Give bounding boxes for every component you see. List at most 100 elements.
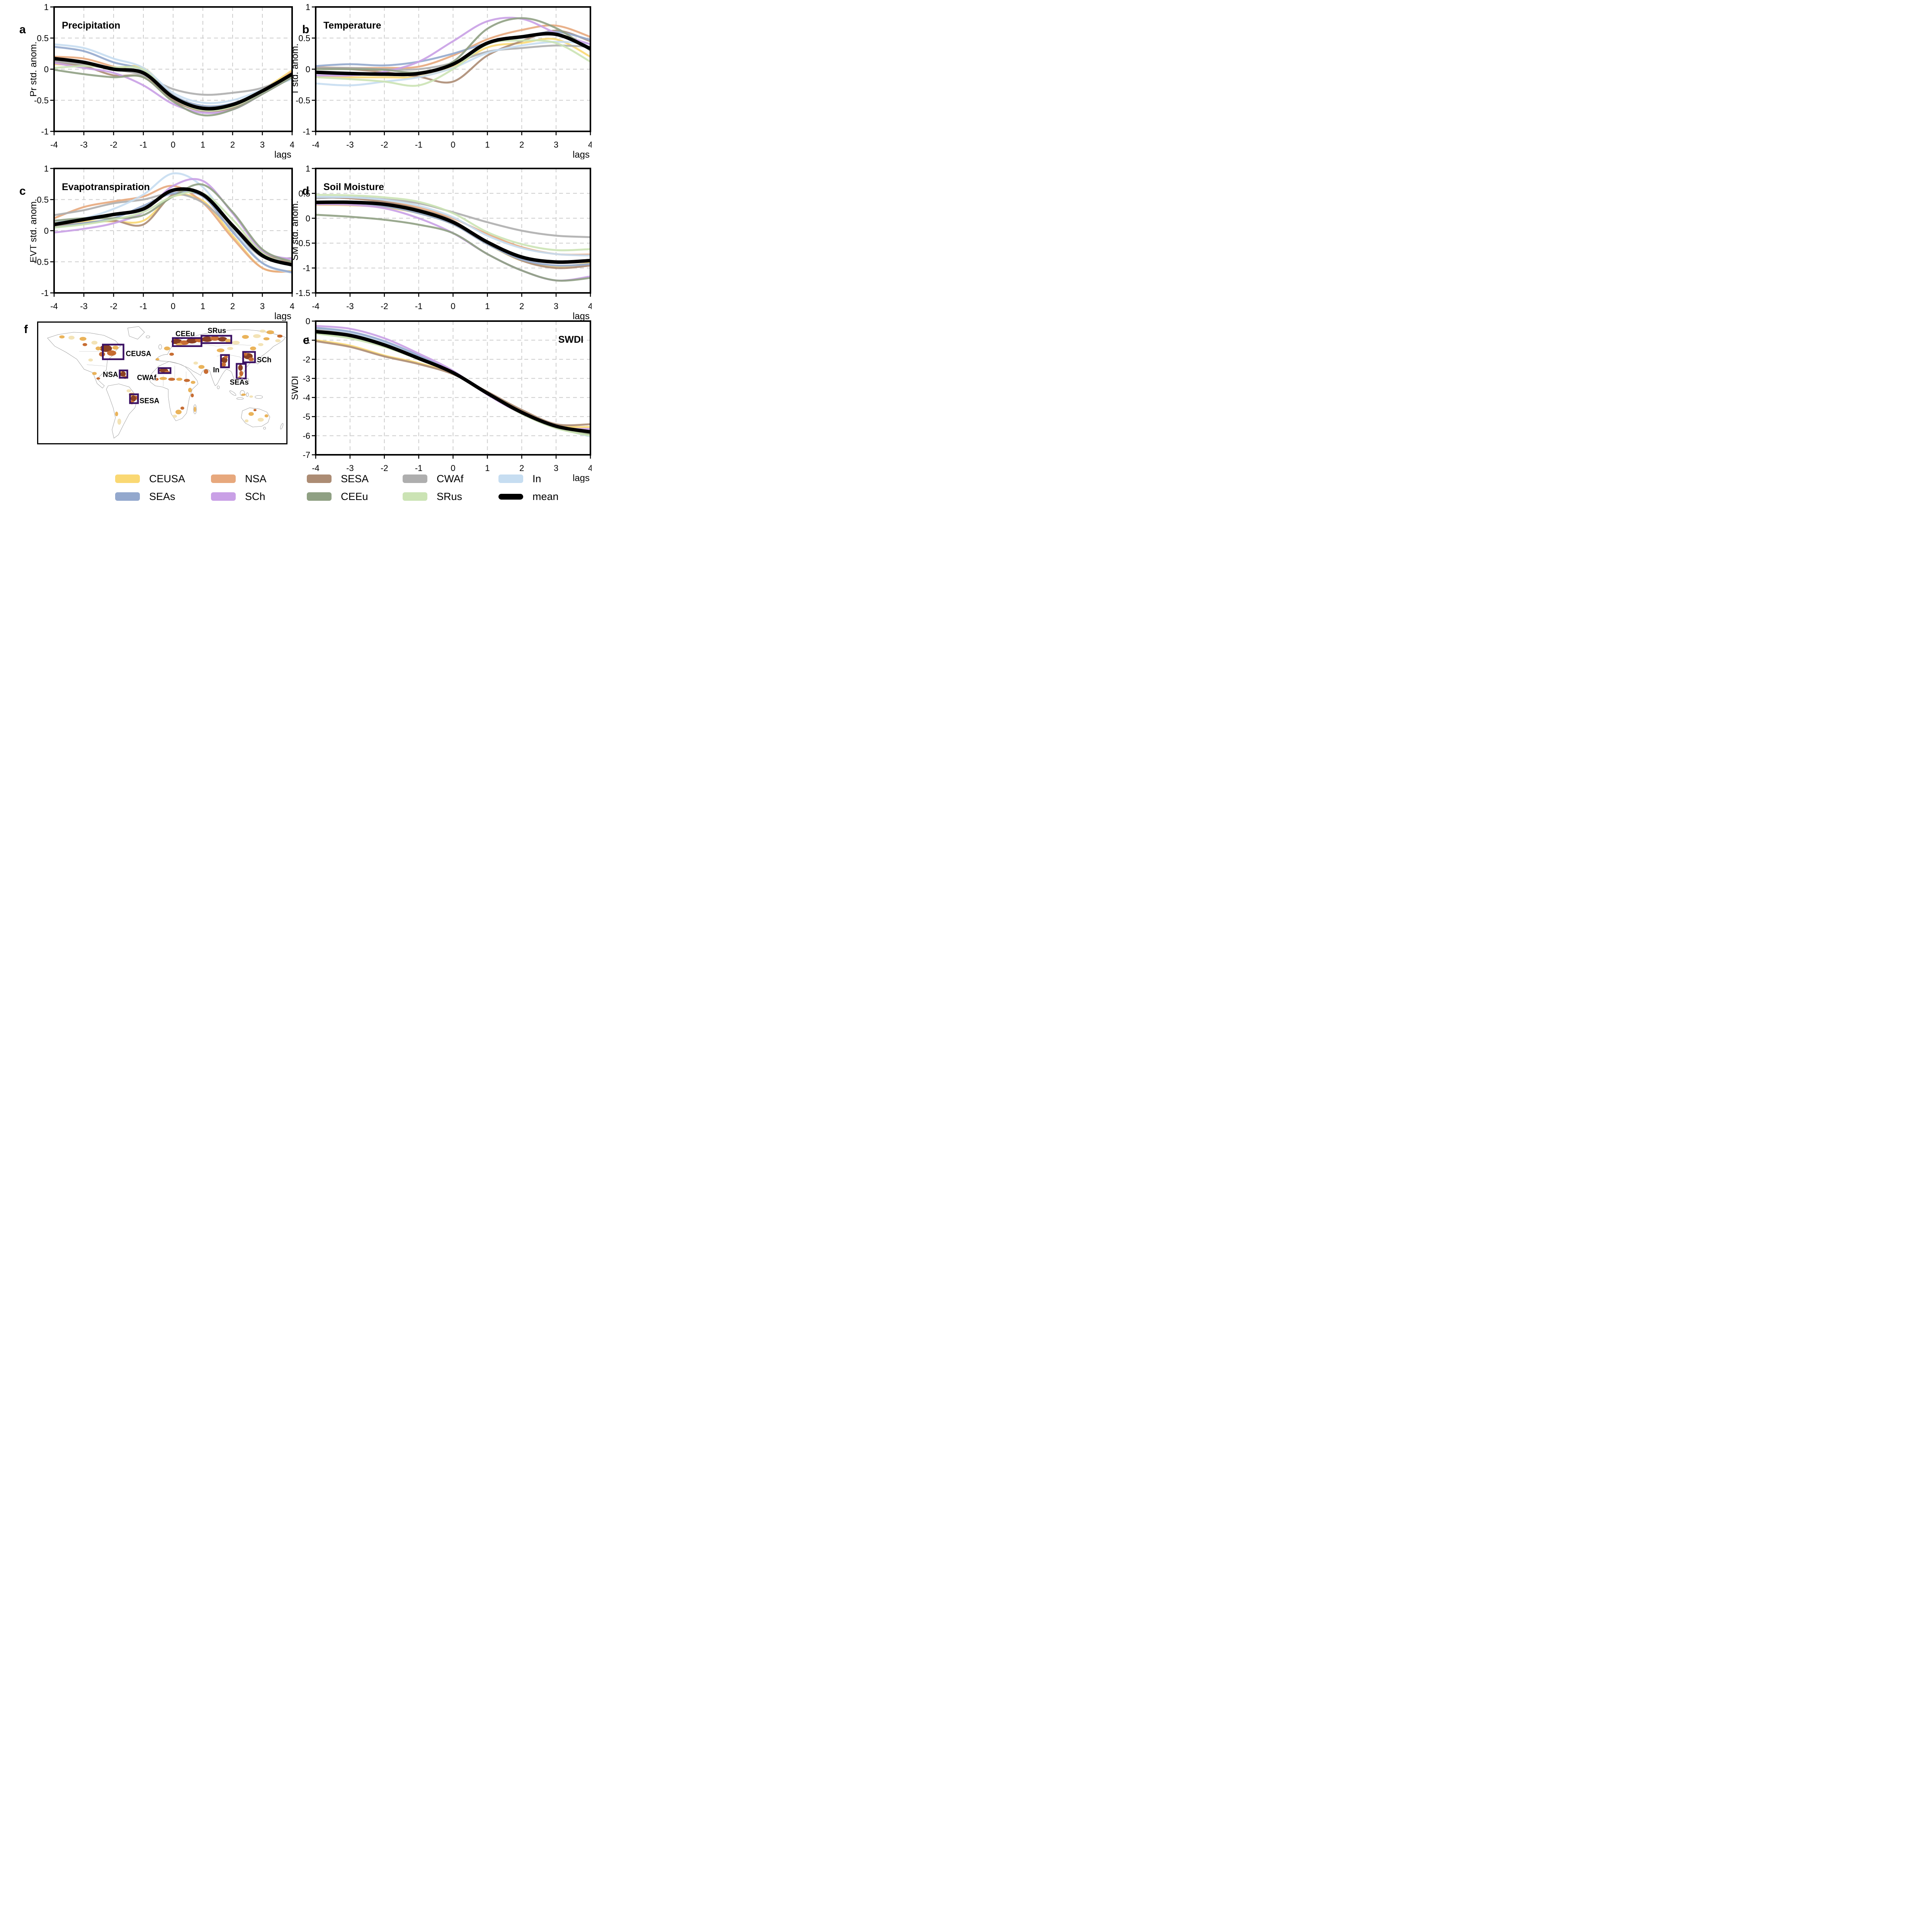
y-tick-label: -6 (303, 431, 310, 441)
x-tick-label: 4 (588, 301, 592, 311)
continent-australia (241, 407, 270, 427)
y-tick-label: 1 (306, 164, 310, 173)
island-tasmania (263, 427, 266, 430)
y-tick-label: -7 (303, 450, 310, 460)
series-line-SRus (316, 194, 590, 252)
x-tick-label: -1 (415, 463, 423, 473)
legend-row-2: SEAs SCh CEEu SRus mean (115, 488, 592, 503)
y-axis-title: Pr std. anom. (30, 42, 39, 97)
y-axis-title: EVT std. anom. (30, 199, 39, 263)
series-line-mean (316, 32, 590, 77)
x-axis-title: lags (274, 150, 291, 159)
series-line-SRus (316, 39, 590, 87)
x-tick-label: -2 (381, 301, 388, 311)
legend-label-SEAs: SEAs (149, 490, 175, 502)
legend-swatch-mean (498, 493, 523, 500)
island-java (236, 397, 244, 400)
figure-root: -4 -3 -2 -1 0 1 2 3 4 1 0.5 0 -0.5 -1 lags Pr std. anom… (0, 0, 592, 503)
region-label-CEEu: CEEu (175, 330, 195, 338)
legend-swatch-CWAf (403, 474, 427, 483)
x-axis-title: lags (573, 473, 590, 483)
region-label-SCh: SCh (257, 356, 272, 364)
panel-d-chart: -4 -3 -2 -1 0 1 2 3 4 1 0.5 0 -0.5 -1 -1.5 lags SM std. … (290, 164, 592, 321)
x-tick-label: 0 (451, 140, 455, 150)
world-map-svg: CEUSA NSA SESA CWAf CEEu SRus In SCh SEAs (37, 321, 287, 444)
region-box-NSA (119, 369, 128, 379)
legend-label-In: In (532, 473, 541, 485)
axis-ticks-c (50, 168, 293, 297)
x-tick-label: -1 (415, 140, 423, 150)
y-tick-label: 0 (44, 226, 49, 236)
x-tick-label: 3 (260, 301, 265, 311)
series-line-In (316, 196, 590, 257)
x-tick-label: 0 (171, 301, 175, 311)
island-sumatra (229, 390, 236, 396)
region-box-SCh (242, 351, 256, 363)
panel-letter-f: f (24, 323, 28, 336)
legend-swatch-SESA (307, 474, 332, 483)
x-tick-label: 2 (519, 140, 524, 150)
x-tick-label: 1 (201, 301, 205, 311)
y-axis-title: T std. anom. (292, 44, 300, 95)
y-tick-label: -0.5 (34, 96, 49, 105)
panel-letter-d: d (302, 185, 310, 197)
legend-label-SRus: SRus (437, 490, 463, 502)
legend-item-CEUSA: CEUSA (115, 473, 211, 485)
island-newguinea (255, 395, 263, 399)
axis-labels-d: -4 -3 -2 -1 0 1 2 3 4 1 0.5 0 -0.5 -1 -1.5 lags SM std. … (290, 164, 592, 321)
x-tick-label: -4 (50, 301, 58, 311)
island-philippines (246, 378, 249, 384)
region-label-CWAf: CWAf (137, 373, 157, 381)
x-tick-label: -2 (381, 463, 388, 473)
legend-item-In: In (498, 473, 592, 485)
series-line-mean (54, 57, 292, 111)
region-box-SESA (129, 393, 139, 404)
legend-label-CEEu: CEEu (341, 490, 368, 502)
x-tick-label: 4 (588, 140, 592, 150)
legend-item-SRus: SRus (403, 491, 498, 503)
panel-c: -4 -3 -2 -1 0 1 2 3 4 1 0.5 0 -0.5 -1 lags EVT std. ano… (28, 163, 297, 323)
x-tick-label: 3 (260, 140, 265, 150)
map-panel: CEUSA NSA SESA CWAf CEEu SRus In SCh SEAs (37, 321, 287, 444)
y-tick-label: -1.5 (296, 288, 310, 298)
x-tick-label: -4 (312, 301, 320, 311)
panel-e-chart: -4 -3 -2 -1 0 1 2 3 4 0 -1 -2 -3 -4 -5 -6 -7 lags SWDI SWDI (290, 316, 592, 483)
panel-title: Soil Moisture (323, 182, 384, 192)
x-tick-label: 3 (554, 463, 558, 473)
panel-b-chart: -4 -3 -2 -1 0 1 2 3 4 1 0.5 0 -0.5 -1 lags T std. anom.… (290, 2, 592, 160)
legend-item-NSA: NSA (211, 473, 307, 485)
y-tick-label: 0 (306, 65, 310, 74)
y-tick-label: -2 (303, 355, 310, 364)
legend-item-CWAf: CWAf (403, 473, 498, 485)
legend-swatch-NSA (211, 474, 236, 483)
region-label-SEAs: SEAs (230, 378, 249, 386)
y-tick-label: -4 (303, 393, 310, 403)
region-label-SRus: SRus (207, 327, 226, 335)
legend-label-SESA: SESA (341, 473, 369, 485)
panel-a-chart: -4 -3 -2 -1 0 1 2 3 4 1 0.5 0 -0.5 -1 lags Pr std. anom… (28, 2, 294, 160)
y-tick-label: 0.5 (37, 195, 49, 205)
legend-label-SCh: SCh (245, 490, 265, 502)
panel-c-chart: -4 -3 -2 -1 0 1 2 3 4 1 0.5 0 -0.5 -1 lags EVT std. ano… (28, 164, 294, 321)
x-tick-label: -4 (312, 463, 320, 473)
panel-a: -4 -3 -2 -1 0 1 2 3 4 1 0.5 0 -0.5 -1 lags Pr std. anom… (28, 2, 297, 161)
legend-item-SEAs: SEAs (115, 491, 211, 503)
region-label-SESA: SESA (139, 396, 160, 405)
series-line-NSA (316, 330, 590, 435)
y-tick-label: 0 (44, 65, 49, 74)
legend-swatch-CEUSA (115, 474, 140, 483)
x-tick-label: 2 (519, 301, 524, 311)
series-line-mean (54, 187, 292, 267)
series-line-mean (316, 200, 590, 264)
legend-row-1: CEUSA NSA SESA CWAf In (115, 470, 592, 488)
series-line-CEEu (316, 214, 590, 282)
island-uk (158, 344, 162, 350)
gridlines-c (54, 168, 292, 293)
continent-greenland (128, 326, 145, 340)
y-axis-title: SWDI (292, 376, 300, 400)
x-tick-label: 0 (451, 301, 455, 311)
region-box-CEUSA (102, 344, 124, 360)
axis-labels-b: -4 -3 -2 -1 0 1 2 3 4 1 0.5 0 -0.5 -1 lags T std. anom.… (290, 2, 592, 160)
y-tick-label: -3 (303, 374, 310, 383)
y-tick-label: 0 (306, 214, 310, 223)
